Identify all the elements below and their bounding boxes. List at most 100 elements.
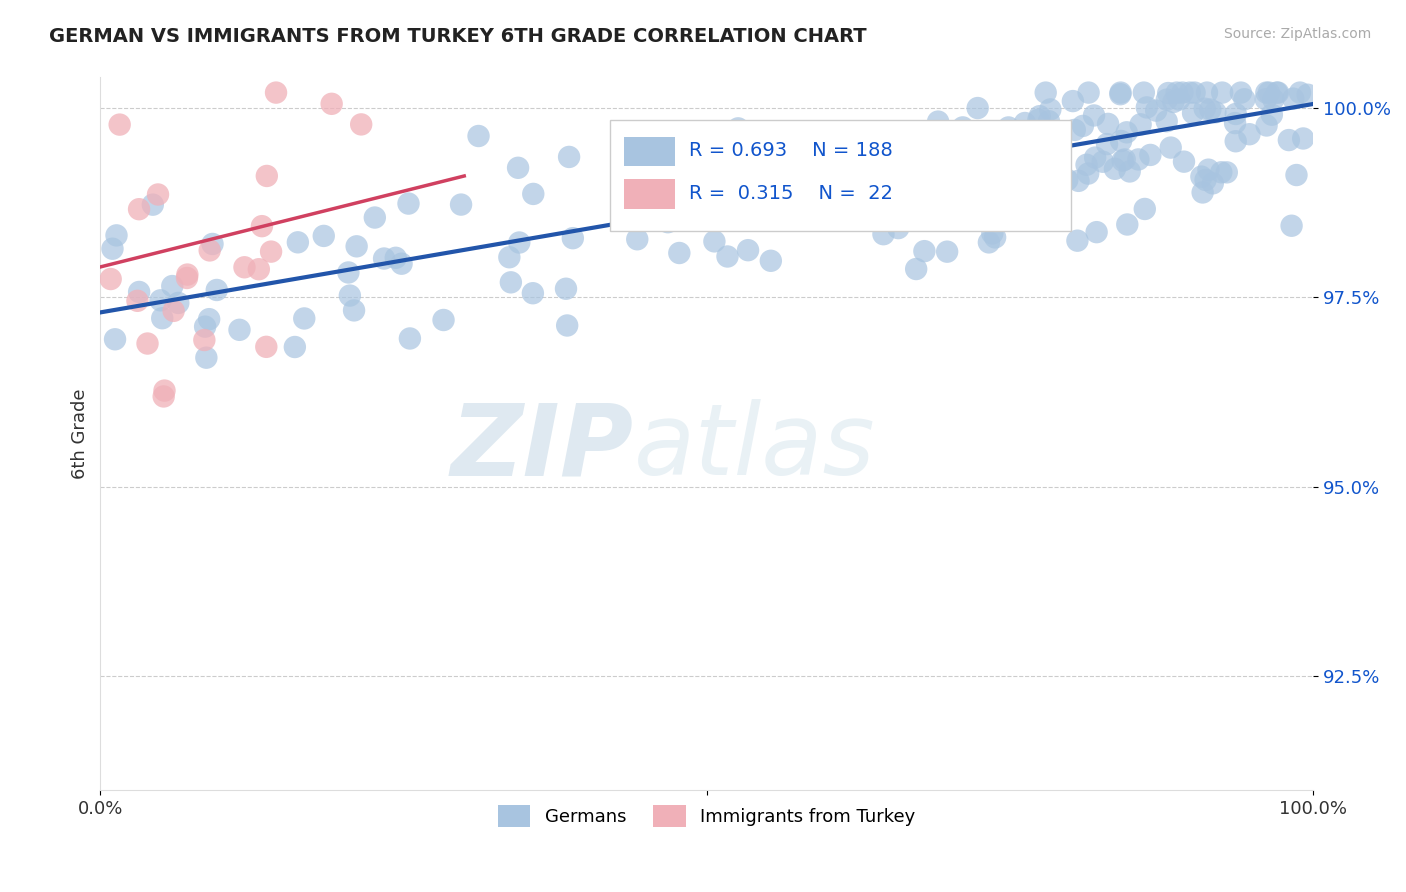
Point xyxy=(972,169,994,183)
Point xyxy=(716,250,738,264)
Point xyxy=(742,204,765,219)
Point xyxy=(450,197,472,211)
FancyBboxPatch shape xyxy=(610,120,1071,231)
Point xyxy=(256,169,278,183)
Point xyxy=(1296,87,1319,102)
Point xyxy=(555,282,578,296)
Point xyxy=(1067,174,1090,188)
Point xyxy=(522,186,544,201)
Point xyxy=(1195,86,1218,100)
Point xyxy=(1139,148,1161,162)
Point xyxy=(1254,92,1277,106)
Point xyxy=(851,132,873,146)
Point xyxy=(912,244,935,259)
Point xyxy=(869,161,891,175)
Point xyxy=(671,185,693,199)
Point xyxy=(292,311,315,326)
Point xyxy=(1077,86,1099,100)
Point xyxy=(699,183,721,197)
Point xyxy=(984,230,1007,244)
Point xyxy=(1225,134,1247,148)
FancyBboxPatch shape xyxy=(624,179,675,210)
Point xyxy=(981,227,1004,241)
Point xyxy=(741,178,763,192)
Point xyxy=(1104,161,1126,176)
Point xyxy=(658,172,681,186)
Point xyxy=(128,202,150,217)
Point xyxy=(759,253,782,268)
Point xyxy=(1056,173,1078,187)
Point xyxy=(977,235,1000,250)
Point xyxy=(1163,95,1185,109)
Point xyxy=(254,340,277,354)
Point xyxy=(1049,162,1071,177)
Point xyxy=(1038,114,1060,128)
Point xyxy=(870,132,893,146)
Text: R =  0.315    N =  22: R = 0.315 N = 22 xyxy=(689,184,893,203)
Point xyxy=(1166,86,1188,100)
Point xyxy=(1230,86,1253,100)
Point xyxy=(959,145,981,160)
Point xyxy=(105,228,128,243)
Point xyxy=(346,239,368,253)
Point xyxy=(1191,186,1213,200)
Point xyxy=(1211,86,1233,100)
Point xyxy=(337,265,360,279)
Point xyxy=(1292,131,1315,145)
Point xyxy=(1097,117,1119,131)
Point xyxy=(1063,123,1085,137)
Point xyxy=(150,311,173,326)
Point xyxy=(994,125,1017,139)
Point xyxy=(1028,112,1050,127)
Point xyxy=(1278,133,1301,147)
Point xyxy=(198,312,221,326)
Point xyxy=(741,161,763,176)
Point xyxy=(886,129,908,144)
Point xyxy=(101,242,124,256)
Point xyxy=(152,389,174,403)
Point xyxy=(205,283,228,297)
Point xyxy=(399,331,422,345)
Point xyxy=(522,286,544,301)
Point xyxy=(997,171,1019,186)
Point xyxy=(264,86,287,100)
Point xyxy=(1156,114,1178,128)
Point xyxy=(198,244,221,258)
Point xyxy=(1109,87,1132,102)
Point xyxy=(1216,165,1239,179)
Point xyxy=(1028,109,1050,123)
Point xyxy=(1189,169,1212,184)
Point xyxy=(1233,92,1256,106)
Point xyxy=(1204,105,1226,120)
Point xyxy=(1281,219,1303,233)
Point xyxy=(100,272,122,286)
Point xyxy=(887,221,910,235)
Point xyxy=(1017,178,1039,192)
Point xyxy=(927,114,949,128)
Point xyxy=(1129,117,1152,131)
Point xyxy=(506,161,529,175)
Point xyxy=(1173,154,1195,169)
Point xyxy=(364,211,387,225)
Point xyxy=(1084,151,1107,165)
Point xyxy=(1171,86,1194,100)
Point xyxy=(1194,102,1216,116)
Point xyxy=(728,138,751,153)
Point xyxy=(104,332,127,346)
Text: atlas: atlas xyxy=(634,400,876,497)
Point xyxy=(1133,202,1156,216)
Point xyxy=(176,271,198,285)
Point xyxy=(1083,108,1105,122)
Point xyxy=(1211,165,1233,179)
Point xyxy=(1263,92,1285,106)
Point xyxy=(1256,119,1278,133)
Point xyxy=(1157,86,1180,100)
Text: GERMAN VS IMMIGRANTS FROM TURKEY 6TH GRADE CORRELATION CHART: GERMAN VS IMMIGRANTS FROM TURKEY 6TH GRA… xyxy=(49,27,868,45)
Legend: Germans, Immigrants from Turkey: Germans, Immigrants from Turkey xyxy=(491,797,922,834)
Point xyxy=(128,285,150,299)
Point xyxy=(626,232,648,246)
Point xyxy=(966,101,988,115)
Point xyxy=(828,186,851,200)
Point xyxy=(287,235,309,250)
Point xyxy=(1095,137,1118,152)
